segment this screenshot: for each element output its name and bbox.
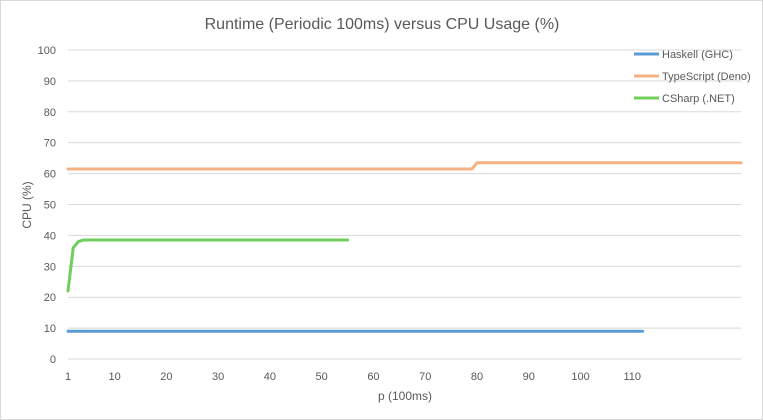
x-tick-label: 70 <box>419 371 431 383</box>
x-tick-label: 100 <box>571 371 589 383</box>
legend-entry-0: Haskell (GHC) <box>662 49 733 61</box>
y-axis-title: CPU (%) <box>20 181 34 228</box>
y-tick-label: 100 <box>38 45 56 57</box>
y-tick-label: 70 <box>44 138 56 150</box>
x-axis-ticks: 1 10 20 30 40 50 60 70 80 90 100 110 <box>65 371 641 383</box>
legend-entry-2: CSharp (.NET) <box>662 93 735 105</box>
x-tick-label: 110 <box>624 371 642 383</box>
chart-title: Runtime (Periodic 100ms) versus CPU Usag… <box>205 16 560 33</box>
legend: Haskell (GHC) TypeScript (Deno) CSharp (.N… <box>634 49 751 105</box>
y-tick-label: 80 <box>44 107 56 119</box>
y-tick-label: 30 <box>44 261 56 273</box>
y-tick-label: 90 <box>44 76 56 88</box>
x-axis-title: p (100ms) <box>378 389 432 403</box>
legend-entry-1: TypeScript (Deno) <box>662 71 751 83</box>
y-axis-ticks: 0 10 20 30 40 50 60 70 80 90 100 <box>38 45 56 366</box>
series-lines <box>66 161 743 333</box>
x-tick-label: 90 <box>523 371 535 383</box>
x-tick-label: 50 <box>316 371 328 383</box>
y-tick-label: 0 <box>50 354 56 366</box>
y-tick-label: 60 <box>44 169 56 181</box>
x-tick-label: 10 <box>108 371 120 383</box>
x-tick-label: 80 <box>471 371 483 383</box>
x-tick-label: 20 <box>160 371 172 383</box>
y-tick-label: 10 <box>44 323 56 335</box>
y-tick-label: 20 <box>44 292 56 304</box>
y-tick-label: 40 <box>44 230 56 242</box>
y-tick-label: 50 <box>44 200 56 212</box>
x-tick-label: 60 <box>367 371 379 383</box>
series-line-1 <box>66 161 743 171</box>
gridlines <box>68 49 741 360</box>
x-tick-label: 1 <box>65 371 71 383</box>
series-line-2 <box>66 238 350 293</box>
x-tick-label: 30 <box>212 371 224 383</box>
x-tick-label: 40 <box>264 371 276 383</box>
